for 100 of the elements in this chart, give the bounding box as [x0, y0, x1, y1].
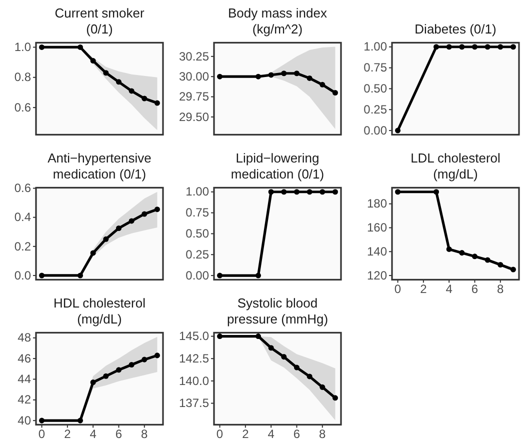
point — [77, 272, 84, 278]
point — [332, 90, 338, 96]
x-tick-label: 2 — [420, 282, 428, 296]
point — [498, 262, 504, 268]
point — [39, 418, 45, 424]
y-tick-label: 0.0 — [14, 268, 32, 282]
y-tick-label: 0.25 — [186, 247, 210, 262]
y-tick-label: 0.4 — [14, 210, 32, 224]
y-tick-label: 48 — [18, 330, 32, 345]
y-tick-label: 140.0 — [178, 374, 210, 388]
point — [281, 70, 287, 76]
point — [103, 70, 109, 76]
x-tick-label: 0 — [216, 427, 224, 442]
point — [255, 74, 262, 80]
y-tick-label: 137.5 — [178, 396, 210, 410]
point — [320, 384, 326, 390]
x-tick-label: 4 — [90, 427, 97, 442]
point — [306, 374, 312, 380]
y-tick-label: 29.50 — [178, 110, 210, 124]
y-tick-label: 180 — [366, 196, 388, 211]
y-tick-label: 145.0 — [178, 329, 210, 344]
y-tick-label: 0.2 — [14, 239, 32, 254]
point — [154, 352, 160, 358]
point — [90, 380, 96, 386]
y-tick-label: 1.0 — [14, 40, 32, 54]
point — [281, 354, 287, 360]
point — [142, 211, 148, 217]
point — [255, 334, 262, 340]
point — [142, 356, 148, 362]
point — [446, 246, 452, 252]
point — [116, 79, 122, 85]
x-tick-label: 6 — [293, 427, 300, 442]
y-tick-label: 0.75 — [364, 60, 388, 75]
point — [510, 266, 516, 272]
point — [484, 257, 490, 263]
y-tick-label: 44 — [18, 372, 32, 386]
x-tick-label: 2 — [64, 427, 72, 442]
point — [395, 189, 401, 195]
y-tick-label: 46 — [18, 351, 32, 366]
x-tick-label: 2 — [242, 427, 250, 442]
point — [116, 225, 122, 232]
chart-title: Anti−hypertensive medication (0/1) — [48, 150, 152, 182]
point — [128, 88, 134, 94]
point — [39, 272, 45, 278]
y-tick-label: 0.50 — [364, 82, 388, 96]
point — [459, 250, 465, 256]
point — [154, 206, 160, 212]
y-tick-label: 29.75 — [178, 90, 210, 104]
y-tick-label: 30.25 — [178, 49, 210, 64]
y-tick-label: 1.00 — [364, 40, 388, 54]
x-tick-label: 0 — [394, 282, 402, 296]
y-tick-label: 140 — [366, 244, 388, 258]
x-tick-label: 6 — [115, 427, 122, 442]
y-tick-label: 0.75 — [186, 206, 210, 220]
point — [90, 58, 96, 64]
y-tick-label: 160 — [366, 220, 388, 235]
point — [268, 72, 274, 78]
x-tick-label: 8 — [497, 282, 504, 296]
point — [142, 96, 148, 102]
y-tick-label: 40 — [18, 413, 32, 428]
point — [103, 236, 109, 242]
y-tick-label: 0.6 — [14, 100, 32, 114]
point — [332, 395, 338, 401]
point — [154, 100, 160, 106]
x-tick-label: 6 — [471, 282, 478, 296]
point — [77, 418, 84, 424]
point — [90, 250, 96, 256]
y-tick-label: 0.50 — [186, 226, 210, 241]
chart-title: Lipid−lowering medication (0/1) — [230, 150, 324, 182]
y-tick-label: 120 — [366, 268, 388, 282]
point — [128, 362, 134, 368]
y-tick-label: 30.00 — [178, 69, 210, 84]
point — [217, 334, 223, 340]
x-tick-label: 0 — [38, 427, 46, 442]
chart-title: Body mass index (kg/m^2) — [228, 6, 328, 37]
point — [320, 82, 326, 88]
point — [103, 373, 109, 379]
point — [294, 70, 300, 76]
point — [217, 74, 223, 80]
chart-title: Diabetes (0/1) — [414, 22, 496, 37]
chart-title: Current smoker (0/1) — [54, 6, 145, 37]
point — [268, 345, 274, 351]
y-tick-label: 42 — [18, 392, 32, 407]
y-tick-label: 0.8 — [14, 70, 32, 84]
x-tick-label: 8 — [141, 427, 148, 442]
x-tick-label: 4 — [268, 427, 275, 442]
y-tick-label: 1.00 — [186, 184, 210, 199]
point — [116, 367, 122, 373]
y-tick-label: 0.00 — [364, 123, 388, 138]
y-tick-label: 0.6 — [14, 181, 32, 196]
y-tick-label: 0.25 — [364, 102, 388, 116]
y-tick-label: 0.00 — [186, 268, 210, 282]
point — [433, 189, 440, 195]
chart-title: HDL cholesterol (mg/dL) — [53, 296, 146, 327]
chart-title: LDL cholesterol (mg/dL) — [410, 150, 501, 182]
point — [128, 218, 134, 224]
chart-title: Systolic blood pressure (mmHg) — [226, 296, 328, 327]
y-tick-label: 142.5 — [178, 351, 210, 366]
point — [39, 44, 45, 50]
point — [306, 75, 312, 81]
